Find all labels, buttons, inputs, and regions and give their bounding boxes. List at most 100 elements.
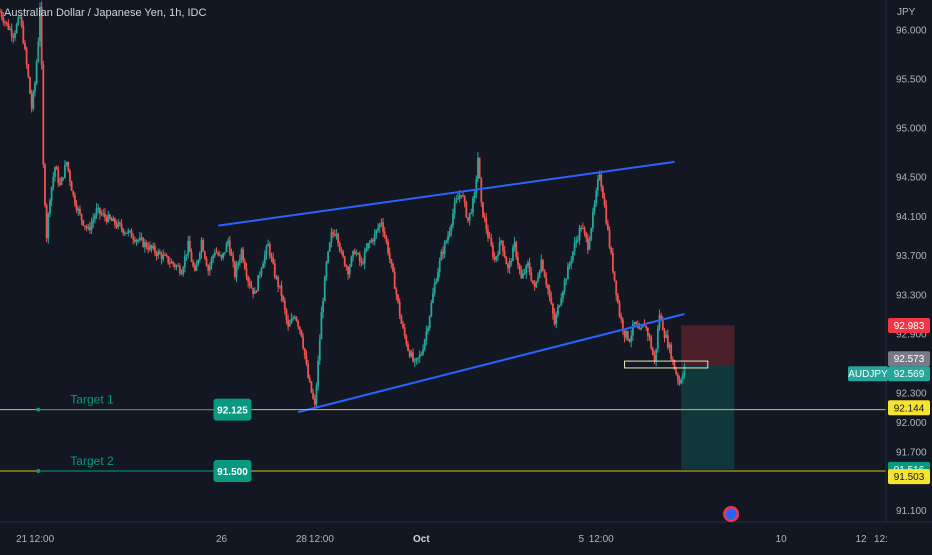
candle-body (252, 287, 255, 294)
candle-body (125, 232, 128, 234)
candle (535, 280, 538, 289)
candle (243, 258, 246, 270)
candle (237, 260, 240, 270)
candle-body (595, 190, 598, 204)
candle-body (288, 323, 291, 327)
candle (591, 207, 594, 232)
candle (515, 240, 518, 261)
candle (367, 242, 369, 251)
candle-body (155, 252, 158, 256)
candle (207, 264, 210, 276)
candle (135, 238, 138, 246)
candle (663, 327, 666, 343)
candle (203, 250, 206, 261)
candle (537, 272, 539, 283)
candle (545, 272, 548, 288)
candle-body (104, 213, 106, 218)
candle (477, 152, 479, 183)
candle-body (227, 240, 230, 244)
candle-body (487, 229, 489, 238)
candle (628, 338, 631, 343)
candle-body (325, 262, 328, 278)
candle-body (555, 314, 558, 325)
candle-body (680, 379, 683, 384)
candle (12, 33, 15, 44)
candle (27, 63, 30, 79)
candle-body (305, 355, 308, 364)
candle-body (102, 213, 105, 215)
candle (75, 200, 78, 214)
candle-body (375, 230, 378, 234)
candle-body (661, 318, 664, 331)
candle-body (567, 266, 569, 280)
candle-body (127, 230, 130, 234)
candle (195, 260, 198, 271)
candle-body (645, 326, 648, 328)
candle-body (625, 331, 628, 338)
y-tick-label: 94.500 (896, 173, 927, 184)
candle (447, 230, 449, 245)
candle (590, 227, 593, 242)
candle (350, 255, 353, 268)
candle (575, 236, 578, 248)
candle (290, 312, 293, 325)
candle (293, 314, 296, 320)
candle (278, 285, 281, 289)
candle (129, 229, 131, 234)
candle-body (398, 301, 401, 316)
candle (358, 251, 361, 266)
candle (288, 319, 291, 327)
candle-body (238, 259, 241, 264)
take-profit-zone (681, 365, 735, 470)
candle (30, 89, 33, 113)
candle (335, 229, 338, 240)
candle-body (458, 195, 461, 199)
candle-body (117, 222, 120, 228)
y-tick-label: 91.700 (896, 447, 927, 458)
candle-body (618, 302, 621, 317)
candle-body (413, 360, 416, 362)
candle-body (370, 239, 373, 243)
candle-body (337, 233, 339, 244)
candle (395, 287, 398, 301)
candle-body (220, 255, 223, 259)
candle (487, 224, 489, 242)
candle-body (342, 251, 344, 257)
candle (265, 244, 268, 260)
candle-body (258, 274, 261, 276)
candle-body (377, 228, 379, 231)
target-2-dot (36, 468, 41, 473)
candle (347, 265, 349, 280)
candle-body (681, 375, 684, 380)
candle (507, 262, 509, 273)
candle-body (522, 273, 524, 279)
candle-body (650, 336, 653, 349)
candle-body (380, 222, 383, 224)
candle (387, 238, 389, 256)
candle-body (358, 253, 361, 262)
candle-body (502, 240, 504, 252)
candle-body (345, 265, 348, 268)
candle (77, 206, 80, 216)
candle (455, 195, 458, 204)
x-tick-label: 12 (855, 534, 867, 545)
candle-body (270, 255, 273, 258)
candle-body (237, 263, 240, 266)
candle (323, 275, 326, 302)
candle (480, 176, 483, 207)
candle (680, 377, 683, 385)
candle-body (119, 222, 121, 225)
candle-body (455, 199, 458, 203)
candle (580, 225, 583, 232)
candle (488, 231, 491, 239)
candle (563, 277, 566, 295)
candle (65, 161, 68, 167)
candle (317, 355, 319, 391)
candle-body (69, 170, 71, 182)
candle-body (317, 360, 319, 387)
candle (223, 252, 226, 256)
candle-body (575, 240, 578, 243)
candle-body (500, 240, 503, 242)
candle (310, 381, 313, 394)
